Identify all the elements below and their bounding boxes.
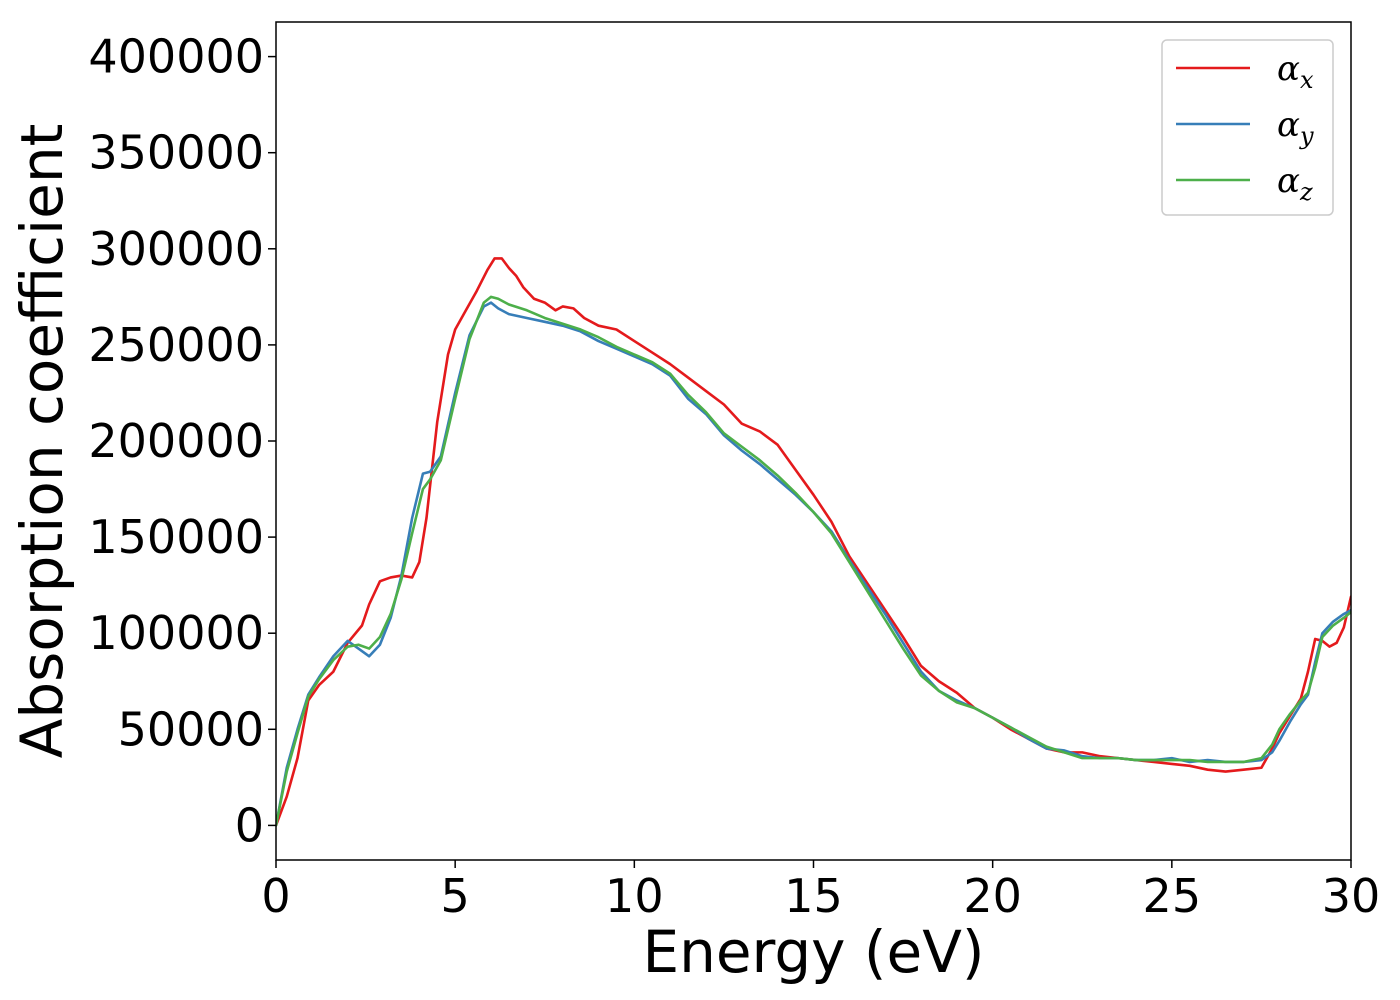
x-axis-title: Energy (eV): [642, 918, 984, 986]
x-tick-label: 10: [605, 869, 664, 923]
y-tick-label: 100000: [88, 606, 264, 660]
x-tick-label: 0: [261, 869, 290, 923]
y-tick-label: 50000: [118, 702, 264, 756]
x-tick-label: 15: [784, 869, 843, 923]
y-tick-label: 0: [235, 798, 264, 852]
series-lines: [276, 257, 1351, 827]
legend-box: [1161, 39, 1334, 216]
x-tick-label: 20: [963, 869, 1022, 923]
x-tick-label: 30: [1322, 869, 1381, 923]
y-tick-label: 400000: [88, 30, 264, 84]
legend: αx αy αz: [1161, 39, 1334, 216]
y-tick-label: 350000: [88, 126, 264, 180]
legend-label: αy: [1277, 105, 1314, 150]
legend-label: αz: [1277, 161, 1313, 206]
x-axis-ticks: 0 5 10 15 20 25 30: [261, 860, 1380, 923]
y-axis-title: Absorption coefficient: [8, 124, 76, 759]
y-tick-label: 300000: [88, 222, 264, 276]
y-tick-label: 200000: [88, 414, 264, 468]
y-tick-label: 250000: [88, 318, 264, 372]
x-tick-label: 25: [1143, 869, 1202, 923]
y-axis-ticks: 0 50000 100000 150000 200000 250000 300000 3500…: [88, 30, 276, 852]
y-tick-label: 150000: [88, 510, 264, 564]
series-line-y: [276, 301, 1351, 827]
series-line-z: [276, 295, 1351, 827]
series-line-x: [276, 257, 1351, 827]
x-tick-label: 5: [441, 869, 470, 923]
legend-label: αx: [1277, 49, 1314, 94]
